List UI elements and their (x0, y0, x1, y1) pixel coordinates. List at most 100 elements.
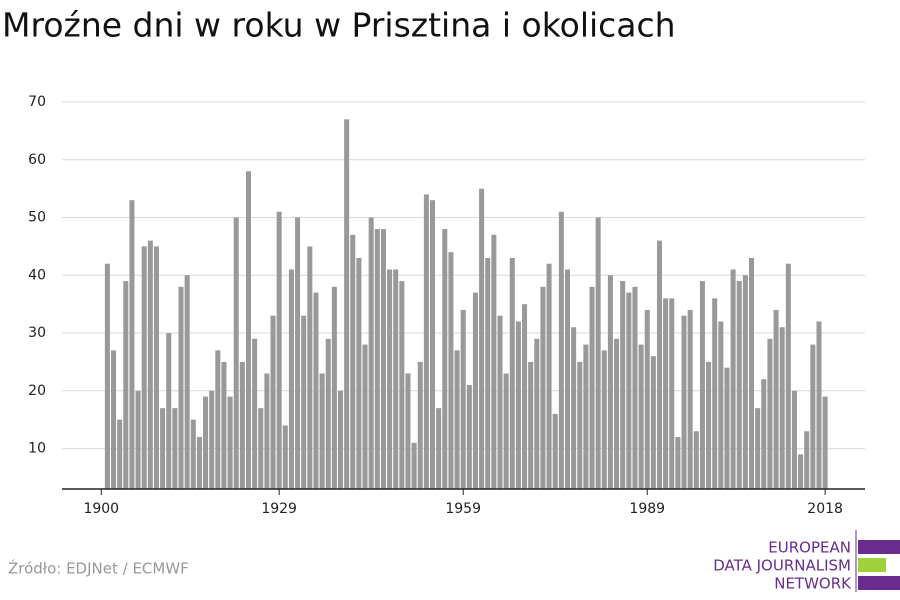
x-tick-label: 2018 (807, 501, 843, 517)
bar (534, 338, 540, 489)
logo-text: NETWORK (774, 575, 852, 593)
bar (160, 408, 166, 489)
bar (460, 309, 466, 489)
y-tick-label: 10 (28, 441, 46, 457)
bar (430, 200, 436, 489)
bar (687, 309, 693, 489)
bar (227, 396, 233, 489)
y-tick-label: 40 (28, 267, 46, 283)
bar (706, 361, 712, 489)
logo: EUROPEAN DATA JOURNALISM NETWORK (713, 530, 900, 593)
bar (816, 321, 822, 489)
bar (380, 229, 386, 489)
bar (233, 217, 239, 489)
bar (656, 240, 663, 489)
bar (589, 286, 595, 489)
bar (166, 333, 172, 489)
bar (712, 298, 718, 489)
bar (356, 257, 362, 489)
bar (748, 257, 755, 489)
source: Źródło: EDJNet / ECMWF (8, 559, 189, 578)
bar (178, 286, 184, 489)
bar (405, 373, 411, 489)
bar (779, 327, 785, 489)
bar (663, 298, 669, 489)
bar (466, 385, 472, 489)
bar (767, 338, 773, 489)
bar (693, 431, 699, 489)
bar (491, 234, 497, 489)
bar (331, 286, 337, 489)
bar (135, 390, 141, 489)
bar (313, 292, 319, 489)
y-tick-label: 60 (28, 152, 46, 168)
bar (638, 344, 644, 489)
bar (436, 408, 442, 489)
bar (632, 286, 638, 489)
bar (264, 373, 270, 489)
bar (368, 217, 374, 489)
bar (374, 229, 380, 489)
logo-text: EUROPEAN (768, 539, 851, 557)
bar (288, 269, 294, 489)
bar (755, 408, 761, 489)
bar (209, 390, 215, 489)
bar (399, 281, 405, 489)
bar (791, 390, 797, 489)
bar (810, 344, 816, 489)
bar (172, 408, 178, 489)
bar (129, 200, 135, 489)
bar (724, 367, 730, 489)
bar (614, 338, 620, 489)
bar (607, 275, 613, 489)
x-tick-label: 1900 (83, 501, 119, 517)
bar (669, 298, 675, 489)
bar (601, 350, 607, 489)
bar (301, 315, 307, 489)
bar (147, 240, 153, 489)
logo-bar (858, 576, 900, 590)
bar (546, 263, 552, 489)
bar (417, 361, 423, 489)
chart-title: Mroźne dni w roku w Prisztina i okolicac… (2, 6, 676, 45)
bar (442, 229, 448, 489)
bar (552, 413, 558, 489)
x-tick-label: 1929 (261, 501, 297, 517)
bar (644, 309, 650, 489)
bar (184, 275, 190, 489)
bar (822, 396, 828, 489)
bar (798, 454, 804, 489)
bar (215, 350, 221, 489)
bar (362, 344, 368, 489)
bar (344, 119, 350, 489)
y-tick-label: 20 (28, 383, 46, 399)
bar (276, 211, 282, 489)
bar (626, 292, 632, 489)
bar (153, 246, 159, 489)
bar (190, 419, 196, 489)
bar (577, 361, 583, 489)
bar (245, 171, 252, 490)
bar (423, 194, 429, 489)
bar (393, 269, 399, 489)
bar (675, 437, 681, 489)
bar (196, 437, 202, 489)
bar (337, 390, 344, 489)
bar (350, 234, 356, 489)
bar (270, 315, 276, 489)
bar (387, 269, 393, 489)
y-tick-label: 50 (28, 210, 46, 226)
bar (497, 315, 503, 489)
x-tick-label: 1989 (629, 501, 665, 517)
bar (558, 211, 564, 489)
logo-text: DATA JOURNALISM (713, 557, 851, 575)
bar (104, 263, 110, 489)
bar (123, 281, 129, 489)
logo-bar (858, 558, 886, 572)
bar (571, 327, 577, 489)
bar (252, 338, 258, 489)
bar (258, 408, 264, 489)
bar (785, 263, 791, 489)
bar (325, 338, 331, 489)
